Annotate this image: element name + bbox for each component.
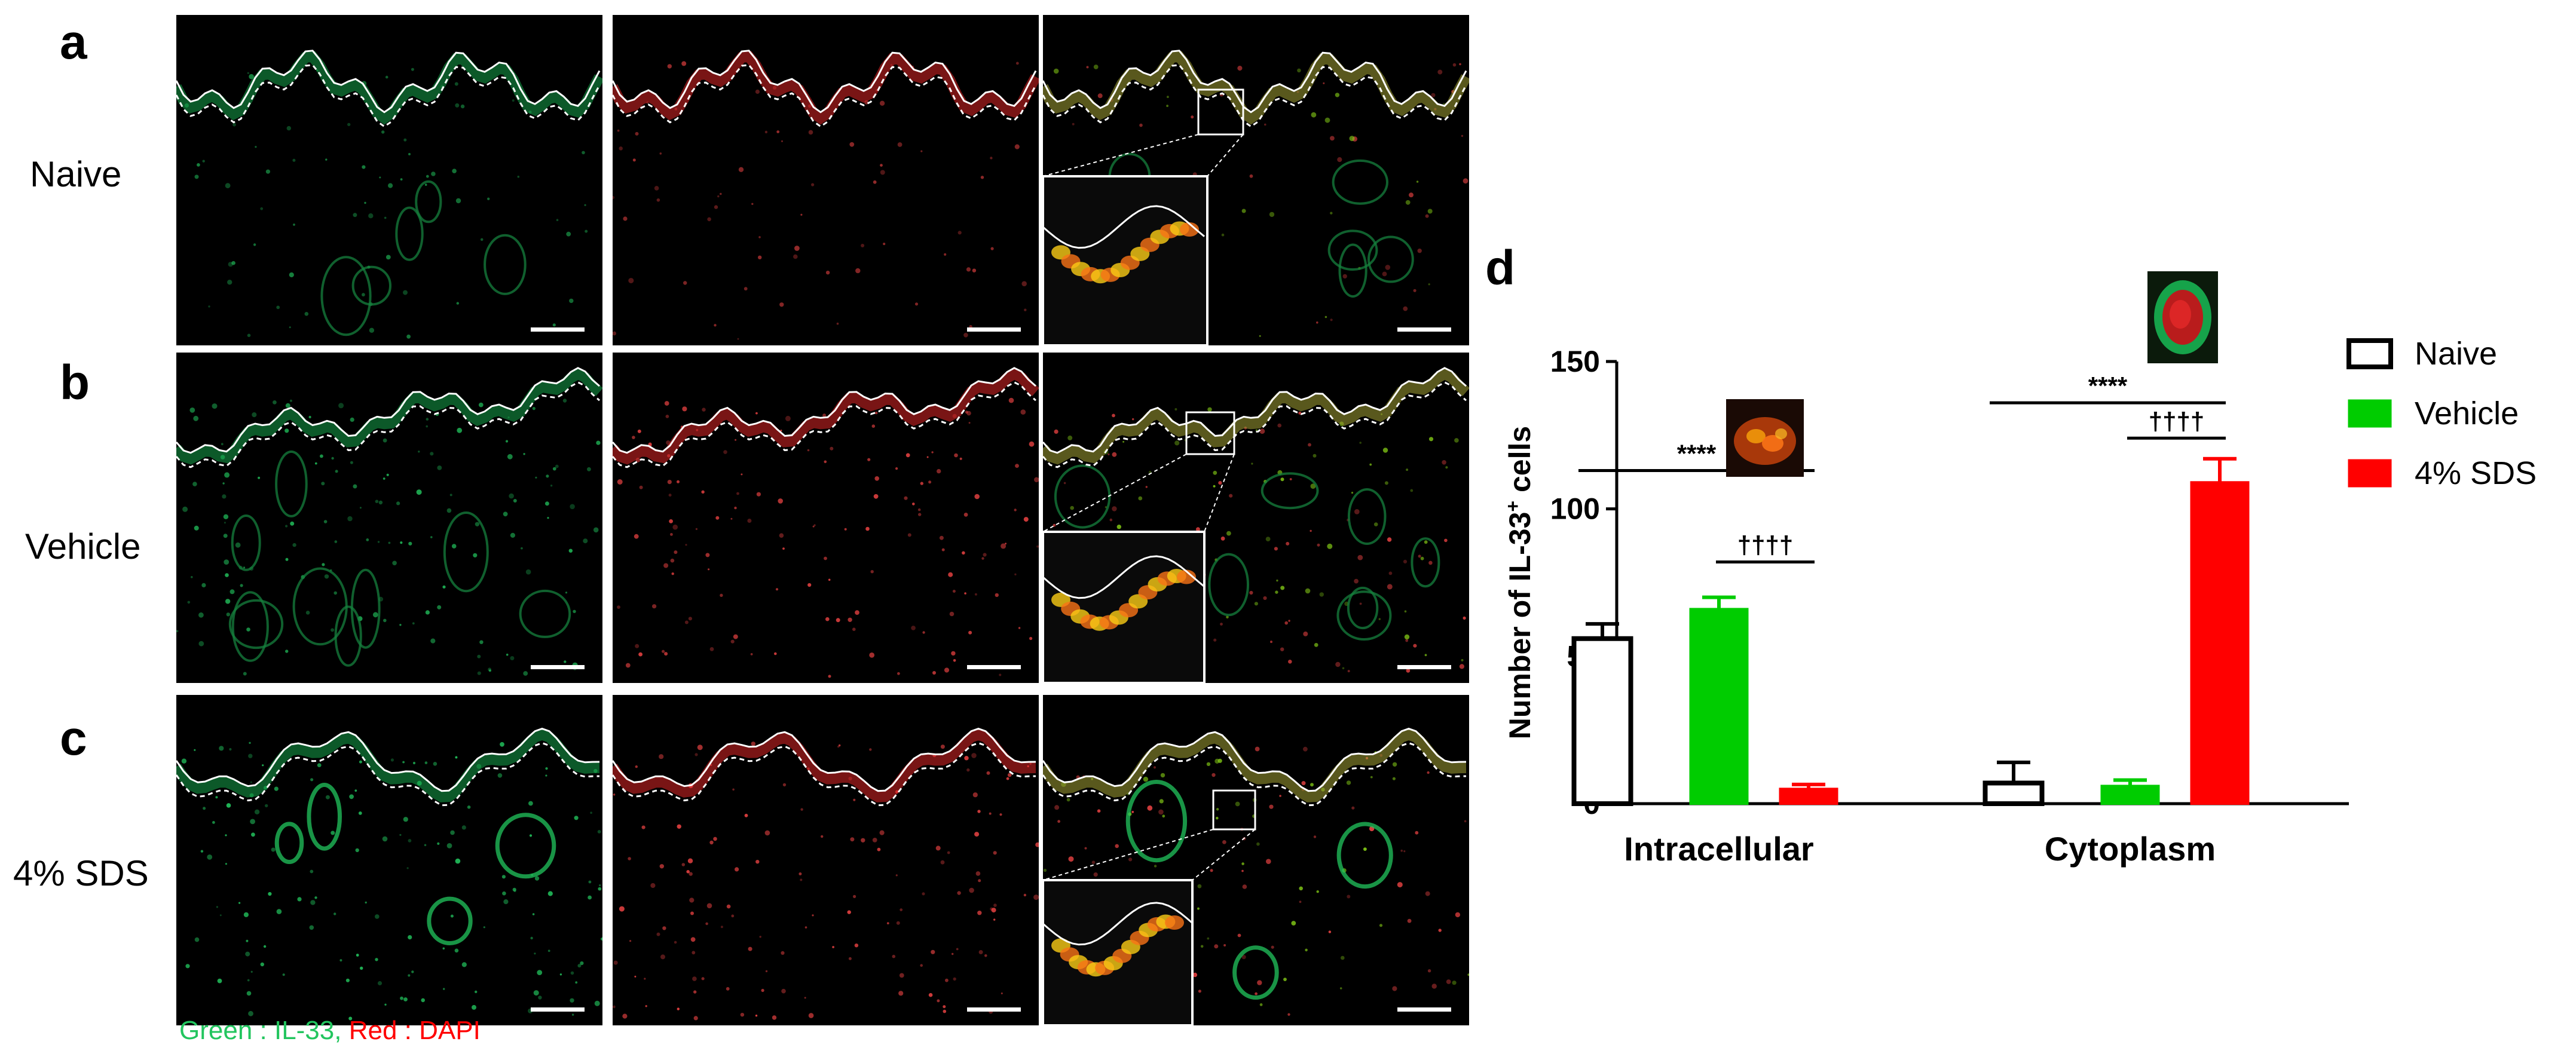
- row-label-4sds: 4% SDS: [13, 853, 149, 893]
- micrograph-sds-red: [613, 695, 1039, 1025]
- stain-caption: Green : IL-33, Red : DAPI: [179, 1018, 481, 1044]
- row-label-vehicle: Vehicle: [25, 526, 141, 566]
- x-tick-label-cytoplasm: Cytoplasm: [2045, 830, 2216, 868]
- significance-label-0: ****: [1677, 440, 1717, 468]
- significance-label-1: ††††: [1737, 531, 1793, 559]
- bar-cytoplasm-naive: [1983, 780, 2045, 807]
- panel-letter-b: b: [60, 356, 90, 410]
- legend-label-1: Vehicle: [2415, 396, 2519, 431]
- bar-intracellular-vehicle: [1689, 608, 1749, 805]
- bar-cytoplasm-4sds: [2190, 481, 2250, 805]
- panel-letter-a: a: [60, 15, 87, 69]
- micrograph-vehicle-green: [176, 353, 602, 683]
- legend-swatch-2: [2348, 459, 2392, 488]
- legend-label-0: Naive: [2415, 336, 2497, 372]
- micrograph-naive-green: [176, 15, 602, 345]
- y-tick-label-150: 150: [1550, 345, 1600, 378]
- cytoplasm-cell-thumbnail: [2147, 271, 2218, 363]
- bar-chart: 050100150Number of IL-33+ cellsIntracell…: [1502, 336, 2537, 868]
- panel-letter-c: c: [60, 711, 87, 765]
- intracellular-cell-thumbnail: [1726, 399, 1804, 477]
- panel-letter-d: d: [1485, 241, 1516, 295]
- micrograph-vehicle-merge: [1043, 353, 1469, 683]
- x-tick-label-intracellular: Intracellular: [1624, 830, 1813, 868]
- significance-label-3: ††††: [2149, 407, 2204, 435]
- row-label-naive: Naive: [30, 154, 122, 194]
- caption-green: Green : IL-33,: [179, 1016, 342, 1045]
- significance-label-2: ****: [2088, 372, 2128, 400]
- bar-intracellular-naive: [1571, 636, 1633, 806]
- legend-label-2: 4% SDS: [2415, 455, 2537, 491]
- bar-cytoplasm-vehicle: [2100, 785, 2160, 805]
- micrograph-vehicle-red: [613, 353, 1039, 683]
- bar-intracellular-4sds: [1779, 788, 1838, 805]
- micrograph-sds-merge: [1043, 695, 1469, 1025]
- micrograph-naive-red: [613, 15, 1039, 345]
- micrograph-sds-green: [176, 695, 602, 1025]
- legend-swatch-1: [2348, 399, 2392, 428]
- micrograph-naive-merge: [1043, 15, 1469, 345]
- caption-red: Red : DAPI: [348, 1016, 481, 1045]
- y-axis-label: Number of IL-33+ cells: [1502, 426, 1537, 739]
- legend-swatch-0: [2346, 338, 2393, 369]
- y-tick-label-100: 100: [1550, 492, 1600, 526]
